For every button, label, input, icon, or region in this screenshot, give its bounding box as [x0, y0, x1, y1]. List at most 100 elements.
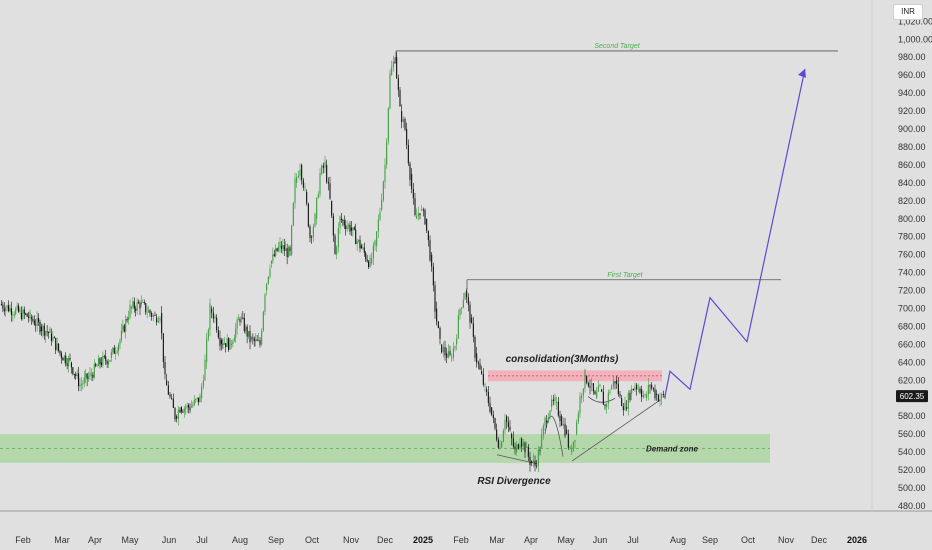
candle-body — [359, 239, 361, 249]
candle-body — [606, 404, 608, 408]
y-tick-label: 880.00 — [898, 142, 926, 152]
candle-body — [19, 309, 21, 312]
candle-body — [469, 304, 471, 323]
candle-body — [444, 346, 446, 356]
x-tick-label: Oct — [305, 535, 320, 545]
candle-body — [26, 313, 28, 317]
candle-body — [151, 312, 153, 317]
candle-body — [169, 394, 171, 397]
candle-body — [334, 235, 336, 254]
x-tick-label: Jul — [196, 535, 208, 545]
candle-body — [249, 331, 251, 343]
candle-body — [466, 290, 468, 298]
candle-body — [464, 293, 466, 300]
candle-body — [402, 118, 404, 123]
candle-body — [566, 429, 568, 434]
candle-body — [504, 420, 506, 431]
candle-body — [481, 371, 483, 374]
currency-badge[interactable]: INR — [893, 4, 923, 20]
candle-body — [6, 305, 8, 308]
candle-body — [544, 417, 546, 426]
candle-body — [321, 165, 323, 174]
y-tick-label: 900.00 — [898, 124, 926, 134]
x-tick-label: Mar — [54, 535, 70, 545]
candle-body — [235, 328, 237, 338]
candle-body — [326, 164, 328, 182]
candle-body — [65, 355, 67, 364]
x-tick-label: Sep — [268, 535, 284, 545]
candle-body — [597, 386, 599, 392]
y-tick-label: 660.00 — [898, 339, 926, 349]
candle-body — [2, 304, 4, 309]
candle-body — [409, 163, 411, 180]
candle-body — [140, 302, 142, 305]
candle-body — [441, 344, 443, 353]
y-tick-label: 580.00 — [898, 411, 926, 421]
candle-body — [389, 73, 391, 109]
candle-body — [177, 409, 179, 419]
y-tick-label: 860.00 — [898, 160, 926, 170]
candle-body — [12, 314, 14, 316]
candle-body — [487, 391, 489, 403]
candle-body — [172, 398, 174, 408]
candle-body — [521, 438, 523, 447]
candle-body — [586, 375, 588, 383]
candle-body — [512, 438, 514, 447]
candle-body — [262, 311, 264, 331]
candle-body — [196, 397, 198, 400]
candle-body — [537, 449, 539, 466]
candle-body — [86, 373, 88, 380]
candle-body — [617, 383, 619, 395]
candle-body — [243, 318, 245, 332]
candle-body — [202, 380, 204, 387]
candle-body — [539, 449, 541, 451]
candle-body — [569, 446, 571, 448]
candle-body — [632, 388, 634, 391]
y-tick-label: 780.00 — [898, 232, 926, 242]
candle-body — [92, 374, 94, 378]
candle-body — [329, 183, 331, 199]
candle-body — [99, 358, 101, 364]
candle-body — [228, 338, 230, 350]
candle-body — [29, 311, 31, 318]
target-label: First Target — [607, 272, 643, 279]
candle-body — [280, 245, 282, 249]
candle-body — [180, 407, 182, 412]
candle-body — [311, 236, 313, 238]
candle-body — [66, 363, 68, 366]
x-tick-label: Jun — [593, 535, 608, 545]
candle-body — [119, 340, 121, 345]
candle-body — [496, 429, 498, 440]
candle-body — [264, 294, 266, 312]
candle-body — [261, 330, 263, 345]
candle-body — [211, 308, 213, 313]
candle-body — [639, 388, 641, 393]
candle-body — [3, 308, 5, 312]
candle-body — [627, 392, 629, 409]
candle-body — [449, 351, 451, 355]
support-trendline — [571, 399, 661, 462]
candle-body — [222, 343, 224, 345]
candle-body — [276, 248, 278, 252]
candle-body — [562, 423, 564, 426]
y-tick-label: 700.00 — [898, 304, 926, 314]
candle-body — [135, 308, 137, 311]
candle-body — [79, 384, 81, 387]
x-tick-label: 2025 — [413, 535, 433, 545]
candle-body — [422, 209, 424, 211]
candle-body — [531, 461, 533, 463]
candle-body — [621, 398, 623, 407]
candle-body — [162, 333, 164, 363]
candle-body — [534, 460, 536, 466]
candle-body — [363, 247, 365, 253]
candle-body — [381, 199, 383, 210]
candle-body — [198, 397, 200, 403]
candle-body — [524, 442, 526, 453]
candle-body — [68, 358, 70, 366]
x-tick-label: Mar — [489, 535, 505, 545]
candle-body — [43, 325, 45, 336]
candle-body — [259, 340, 261, 345]
x-tick-label: Dec — [377, 535, 394, 545]
candle-body — [546, 420, 548, 423]
